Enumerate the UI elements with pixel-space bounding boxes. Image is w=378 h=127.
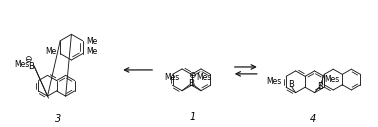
Text: Me: Me	[87, 37, 98, 46]
Text: ⊖: ⊖	[24, 55, 32, 64]
Text: Mes: Mes	[325, 75, 340, 84]
Text: B: B	[288, 80, 294, 89]
Text: Mes: Mes	[266, 77, 282, 86]
Text: 3: 3	[55, 114, 62, 124]
Text: Me: Me	[45, 47, 56, 56]
Text: 1: 1	[189, 112, 196, 122]
Text: Mes: Mes	[164, 73, 180, 82]
Text: Me: Me	[87, 47, 98, 56]
Text: Mes: Mes	[197, 73, 212, 82]
Text: B: B	[28, 62, 34, 72]
Text: 4: 4	[310, 114, 316, 124]
Text: Mes: Mes	[15, 60, 30, 69]
Text: B: B	[317, 82, 322, 91]
Text: ⊖: ⊖	[188, 71, 195, 80]
Text: B: B	[189, 79, 195, 88]
